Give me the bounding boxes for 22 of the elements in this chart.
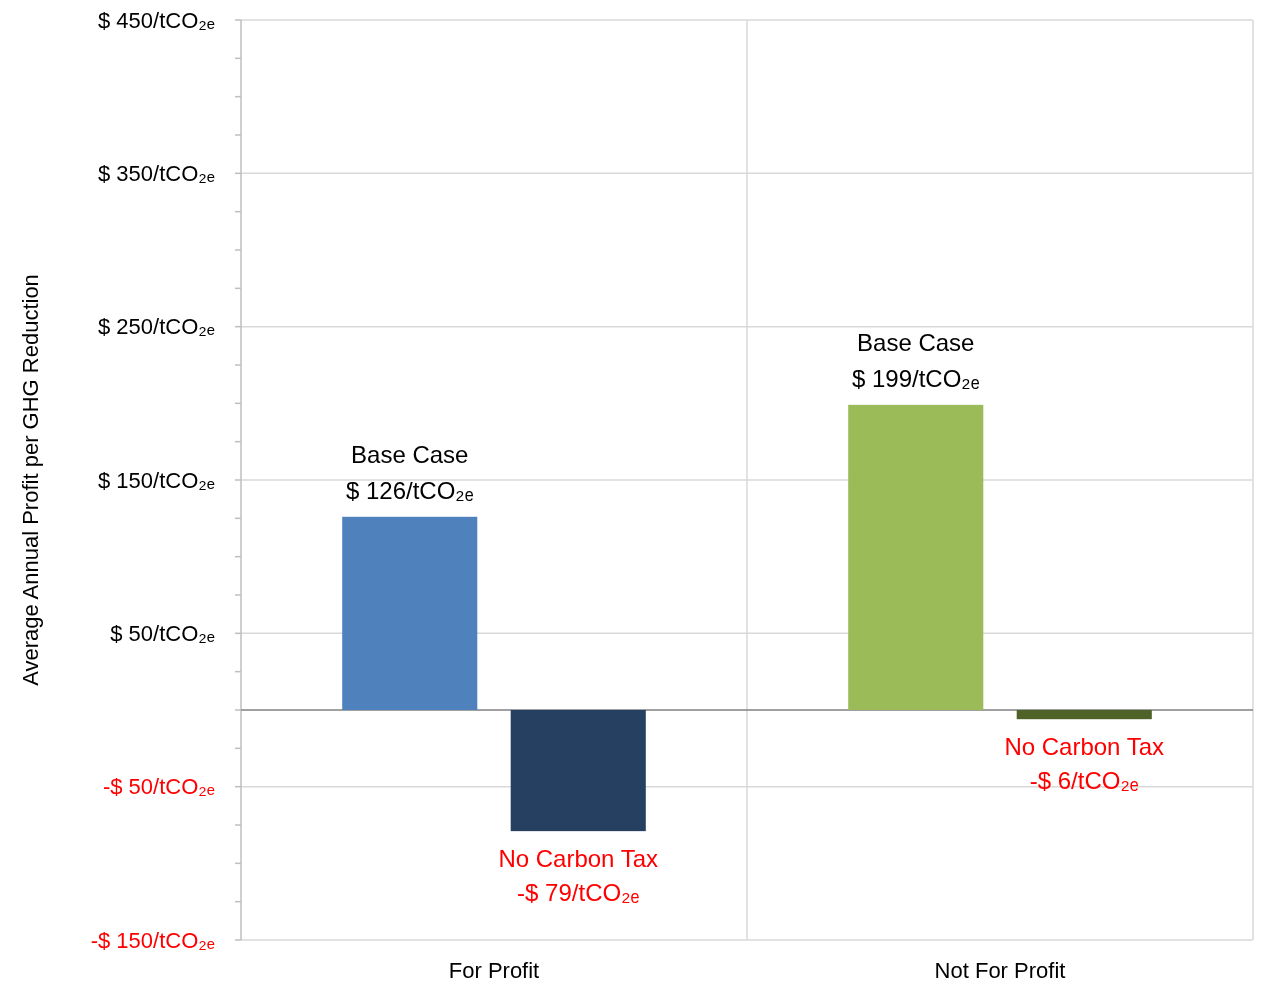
x-tick-label: Not For Profit (934, 958, 1066, 983)
bar (342, 516, 478, 710)
y-tick-label: $ 250/tCO₂ₑ (98, 314, 215, 340)
bar (510, 710, 646, 832)
y-tick-label: $ 350/tCO₂ₑ (98, 161, 215, 187)
bar (848, 404, 984, 710)
text: Base Case (351, 440, 469, 468)
y-tick-label: $ 150/tCO₂ₑ (98, 467, 215, 493)
text: Base Case (857, 328, 975, 356)
bar (1016, 710, 1152, 720)
y-tick-label: $ 450/tCO₂ₑ (98, 7, 215, 33)
series-label: No Carbon Tax (498, 845, 659, 873)
data-label: $ 199/tCO₂ₑ (851, 364, 980, 392)
y-tick-label: $ 50/tCO₂ₑ (110, 621, 215, 647)
y-tick-label: -$ 50/tCO₂ₑ (102, 774, 215, 800)
data-label: -$ 6/tCO₂ₑ (1029, 767, 1139, 795)
x-tick-label: For Profit (448, 958, 540, 983)
y-axis-title: Average Annual Profit per GHG Reduction (18, 274, 43, 686)
data-label: $ 126/tCO₂ₑ (345, 476, 474, 504)
y-tick-label: -$ 150/tCO₂ₑ (90, 927, 215, 953)
data-label: -$ 79/tCO₂ₑ (517, 879, 640, 907)
text: No Carbon Tax (1004, 733, 1165, 761)
